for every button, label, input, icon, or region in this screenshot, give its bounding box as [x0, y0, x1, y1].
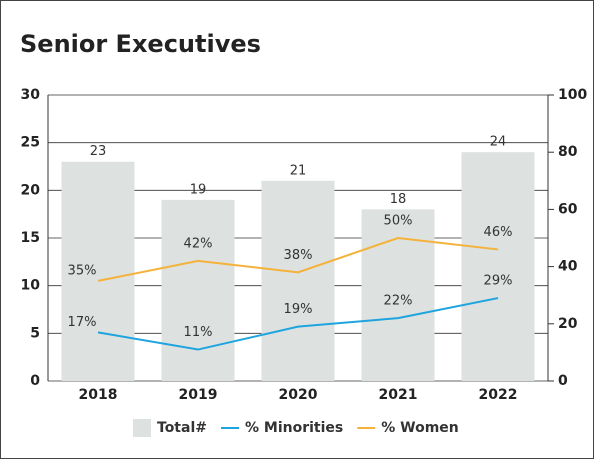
line-label: 38%: [284, 248, 313, 263]
legend-label: % Women: [381, 420, 459, 436]
x-tick-label: 2022: [479, 387, 518, 403]
bar-label: 21: [290, 163, 307, 178]
line-label: 22%: [384, 294, 413, 309]
bar-label: 19: [190, 182, 207, 197]
line-label: 11%: [184, 325, 213, 340]
y2-tick-label: 80: [558, 144, 578, 160]
y2-tick-label: 60: [558, 201, 578, 217]
bar-label: 23: [90, 144, 107, 159]
line-label: 19%: [284, 302, 313, 317]
bar-label: 24: [490, 135, 507, 150]
line: [97, 236, 499, 282]
line-label: 46%: [484, 225, 513, 240]
y-tick-label: 25: [21, 135, 40, 151]
y-tick-label: 15: [21, 230, 40, 246]
y-tick-label: 20: [21, 182, 41, 198]
bar: [461, 152, 535, 381]
y-tick-label: 5: [30, 325, 40, 341]
line-label: 29%: [484, 274, 513, 289]
y-tick-label: 30: [21, 87, 41, 103]
y-tick-label: 0: [30, 373, 40, 389]
chart-title: Senior Executives: [20, 30, 261, 58]
line: [97, 297, 499, 351]
x-tick-label: 2021: [379, 387, 418, 403]
line-label: 35%: [68, 263, 97, 278]
bar: [61, 161, 135, 381]
y-tick-label: 10: [21, 278, 41, 294]
y2-tick-label: 20: [558, 316, 578, 332]
x-tick-label: 2020: [279, 387, 318, 403]
y2-tick-label: 100: [558, 87, 587, 103]
bar: [161, 199, 235, 381]
legend-label: Total#: [157, 420, 207, 436]
legend-label: % Minorities: [245, 420, 343, 436]
line-label: 42%: [184, 236, 213, 251]
y2-tick-label: 0: [558, 373, 568, 389]
legend-swatch: [133, 419, 151, 437]
y2-tick-label: 40: [558, 259, 578, 275]
x-tick-label: 2019: [179, 387, 218, 403]
bar: [261, 180, 335, 381]
line-label: 50%: [384, 214, 413, 229]
bar-label: 18: [390, 192, 407, 207]
line-label: 17%: [68, 315, 97, 330]
x-tick-label: 2018: [79, 387, 118, 403]
